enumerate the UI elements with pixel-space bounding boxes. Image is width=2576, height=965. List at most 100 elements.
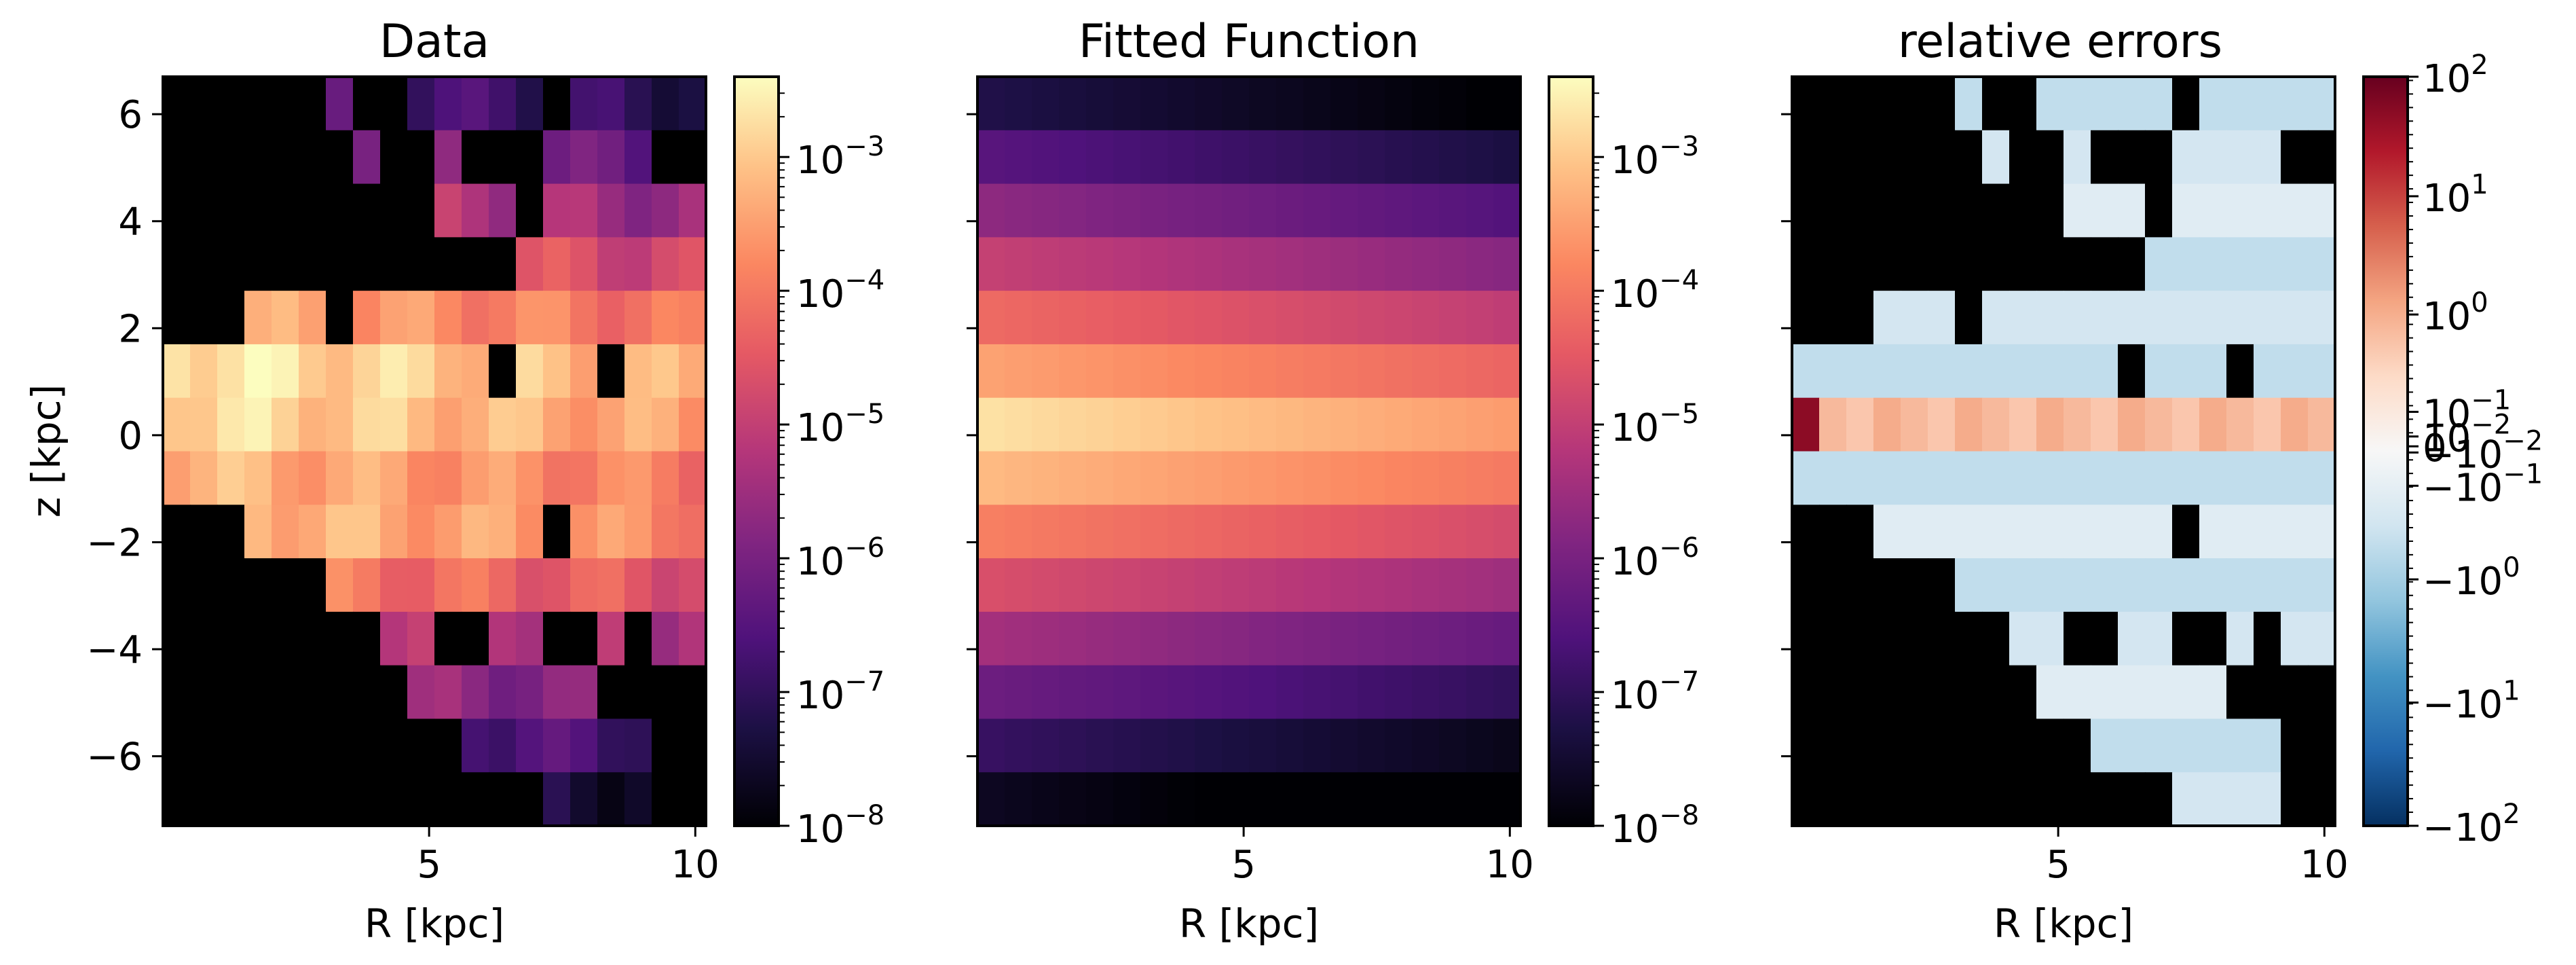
- heatmap-cell: [1249, 505, 1277, 559]
- colorbar-tick-label: 101: [2423, 169, 2488, 221]
- heatmap-cell: [489, 77, 517, 131]
- heatmap-cell: [1249, 130, 1277, 185]
- heatmap-cell: [1222, 397, 1250, 452]
- heatmap-cell: [1168, 77, 1195, 131]
- heatmap-cell: [679, 130, 707, 185]
- axes-frame-data: [162, 75, 707, 827]
- heatmap-cell: [1439, 611, 1467, 666]
- heatmap-cell: [2091, 451, 2118, 505]
- heatmap-cell: [1358, 718, 1385, 773]
- heatmap-cell: [462, 451, 489, 505]
- heatmap-cell: [2308, 611, 2336, 666]
- heatmap-cell: [1330, 505, 1358, 559]
- heatmap-cell: [1928, 611, 1956, 666]
- heatmap-cell: [1358, 451, 1385, 505]
- heatmap-cell: [1140, 237, 1168, 291]
- heatmap-cell: [977, 451, 1005, 505]
- heatmap-cell: [1493, 772, 1521, 826]
- heatmap-cell: [163, 505, 191, 559]
- colorbar-tick-label: 10−8: [1611, 800, 1699, 852]
- heatmap-cell: [1955, 772, 1983, 826]
- heatmap-cell: [380, 558, 408, 613]
- heatmap-cell: [1873, 772, 1901, 826]
- heatmap-cell: [1140, 397, 1168, 452]
- heatmap-cell: [543, 558, 571, 613]
- heatmap-cell: [299, 183, 326, 238]
- heatmap-cell: [190, 130, 218, 185]
- heatmap-cell: [434, 558, 462, 613]
- heatmap-cell: [244, 237, 272, 291]
- heatmap-cell: [543, 665, 571, 720]
- heatmap-cell: [2226, 451, 2254, 505]
- heatmap-cell: [1032, 237, 1060, 291]
- heatmap-cell: [1249, 77, 1277, 131]
- heatmap-cell: [1901, 451, 1928, 505]
- heatmap-cell: [2281, 718, 2309, 773]
- heatmap-cell: [1873, 718, 1901, 773]
- heatmap-cell: [652, 558, 679, 613]
- heatmap-cell: [407, 183, 435, 238]
- heatmap-cell: [2009, 291, 2037, 345]
- heatmap-cell: [1955, 77, 1983, 131]
- heatmap-cell: [1873, 558, 1901, 613]
- heatmap-cell: [2064, 611, 2091, 666]
- heatmap-cell: [1873, 397, 1901, 452]
- heatmap-cell: [1168, 505, 1195, 559]
- heatmap-cell: [2118, 665, 2146, 720]
- heatmap-cell: [1439, 558, 1467, 613]
- heatmap-cell: [1005, 505, 1032, 559]
- heatmap-cell: [1303, 718, 1331, 773]
- heatmap-cell: [2254, 291, 2281, 345]
- heatmap-cell: [1086, 451, 1114, 505]
- heatmap-cell: [1439, 344, 1467, 399]
- heatmap-cell: [1059, 183, 1087, 238]
- heatmap-cell: [516, 397, 544, 452]
- heatmap-cell: [2091, 611, 2118, 666]
- heatmap-cell: [1222, 130, 1250, 185]
- heatmap-cell: [326, 344, 354, 399]
- heatmap-cell: [1846, 505, 1874, 559]
- heatmap-cell: [353, 505, 381, 559]
- heatmap-cell: [2118, 772, 2146, 826]
- heatmap-cell: [2145, 665, 2173, 720]
- heatmap-cell: [380, 183, 408, 238]
- heatmap-cell: [2118, 237, 2146, 291]
- colorbar-tick-label: 10−8: [796, 800, 884, 852]
- heatmap-cell: [2254, 718, 2281, 773]
- heatmap-cell: [1982, 558, 2010, 613]
- heatmap-cell: [1222, 718, 1250, 773]
- heatmap-cell: [1005, 772, 1032, 826]
- heatmap-cell: [1385, 237, 1413, 291]
- heatmap-cell: [1168, 558, 1195, 613]
- heatmap-cell: [624, 611, 652, 666]
- heatmap-cell: [652, 291, 679, 345]
- heatmap-cell: [1466, 237, 1494, 291]
- heatmap-cell: [1873, 183, 1901, 238]
- heatmap-cell: [1222, 665, 1250, 720]
- x-tick-label: 10: [1486, 843, 1534, 887]
- heatmap-cell: [1330, 183, 1358, 238]
- heatmap-cell: [1439, 397, 1467, 452]
- heatmap-cell: [190, 237, 218, 291]
- heatmap-cell: [2118, 451, 2146, 505]
- heatmap-cell: [272, 77, 299, 131]
- heatmap-cell: [1113, 451, 1141, 505]
- heatmap-cell: [2281, 77, 2309, 131]
- heatmap-cell: [2036, 291, 2064, 345]
- heatmap-cell: [380, 77, 408, 131]
- heatmap-cell: [1792, 183, 1820, 238]
- heatmap-cell: [217, 718, 245, 773]
- heatmap-cell: [1113, 772, 1141, 826]
- heatmap-cell: [543, 505, 571, 559]
- heatmap-cell: [407, 665, 435, 720]
- heatmap-cell: [272, 344, 299, 399]
- heatmap-cell: [1059, 505, 1087, 559]
- heatmap-cell: [299, 505, 326, 559]
- heatmap-cell: [2009, 397, 2037, 452]
- heatmap-cell: [1330, 237, 1358, 291]
- colorbar-tick-label: −10−1: [2423, 458, 2543, 510]
- heatmap-cell: [1059, 397, 1087, 452]
- heatmap-cell: [516, 344, 544, 399]
- heatmap-cell: [1222, 558, 1250, 613]
- x-tick-label: 5: [1231, 843, 1256, 887]
